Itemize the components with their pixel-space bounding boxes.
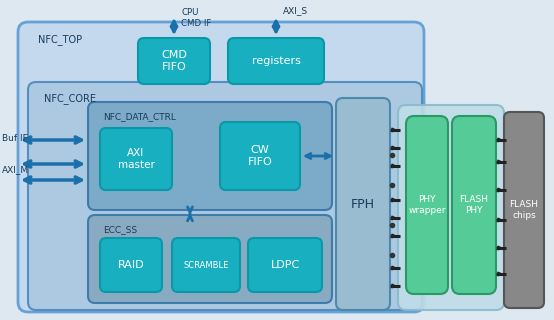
FancyBboxPatch shape (28, 82, 422, 310)
Text: CPU
CMD IF: CPU CMD IF (181, 8, 212, 28)
FancyBboxPatch shape (100, 238, 162, 292)
FancyBboxPatch shape (248, 238, 322, 292)
Text: NFC_DATA_CTRL: NFC_DATA_CTRL (103, 112, 176, 121)
FancyBboxPatch shape (398, 105, 504, 310)
FancyBboxPatch shape (452, 116, 496, 294)
Text: PHY
wrapper: PHY wrapper (408, 195, 446, 215)
Text: AXI_M: AXI_M (2, 165, 29, 174)
Text: registers: registers (252, 56, 300, 66)
Text: NFC_TOP: NFC_TOP (38, 34, 82, 45)
Text: NFC_CORE: NFC_CORE (44, 93, 96, 104)
FancyBboxPatch shape (504, 112, 544, 308)
FancyBboxPatch shape (228, 38, 324, 84)
Text: CW
FIFO: CW FIFO (248, 145, 273, 167)
Text: CMD
FIFO: CMD FIFO (161, 50, 187, 72)
FancyBboxPatch shape (88, 215, 332, 303)
Text: Buf IF: Buf IF (2, 134, 28, 143)
FancyBboxPatch shape (336, 98, 390, 310)
Text: AXI
master: AXI master (117, 148, 155, 170)
Text: ECC_SS: ECC_SS (103, 225, 137, 234)
Text: FPH: FPH (351, 197, 375, 211)
FancyBboxPatch shape (18, 22, 424, 312)
Text: SCRAMBLE: SCRAMBLE (183, 260, 229, 269)
FancyBboxPatch shape (172, 238, 240, 292)
FancyBboxPatch shape (100, 128, 172, 190)
Text: AXI_S: AXI_S (283, 6, 308, 15)
Text: LDPC: LDPC (270, 260, 300, 270)
FancyBboxPatch shape (406, 116, 448, 294)
FancyBboxPatch shape (88, 102, 332, 210)
FancyBboxPatch shape (220, 122, 300, 190)
Text: FLASH
chips: FLASH chips (510, 200, 538, 220)
Text: RAID: RAID (117, 260, 144, 270)
Text: FLASH
PHY: FLASH PHY (459, 195, 489, 215)
FancyBboxPatch shape (138, 38, 210, 84)
